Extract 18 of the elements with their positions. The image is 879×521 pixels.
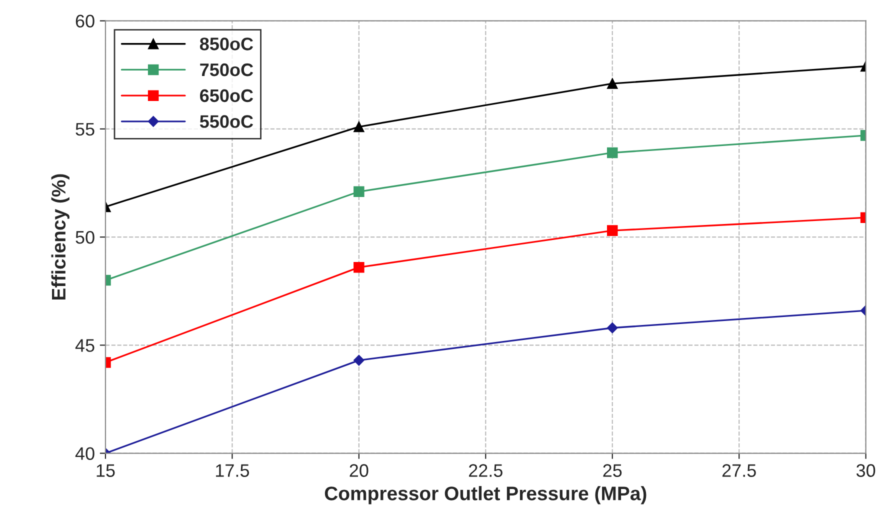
- y-tick-label: 40: [75, 447, 94, 460]
- legend-label: 650oC: [200, 89, 254, 102]
- x-tick-label: 22.5: [468, 464, 502, 477]
- legend-label: 750oC: [200, 63, 254, 76]
- x-tick-label: 27.5: [722, 464, 756, 477]
- x-tick-label: 20: [350, 464, 368, 477]
- x-tick-label: 17.5: [216, 464, 250, 477]
- y-tick-label: 45: [75, 339, 94, 352]
- legend-label: 850oC: [200, 38, 254, 50]
- x-tick-label: 25: [603, 464, 622, 477]
- y-tick-label: 60: [76, 14, 94, 28]
- y-axis-title: Efficiency (%): [51, 174, 70, 300]
- x-axis-title: Compressor Outlet Pressure (MPa): [324, 486, 646, 504]
- y-tick-label: 50: [76, 230, 94, 244]
- legend-label: 550oC: [200, 115, 254, 128]
- x-tick-label: 30: [856, 464, 876, 477]
- y-tick-label: 55: [76, 123, 94, 136]
- x-tick-label: 15: [96, 464, 115, 477]
